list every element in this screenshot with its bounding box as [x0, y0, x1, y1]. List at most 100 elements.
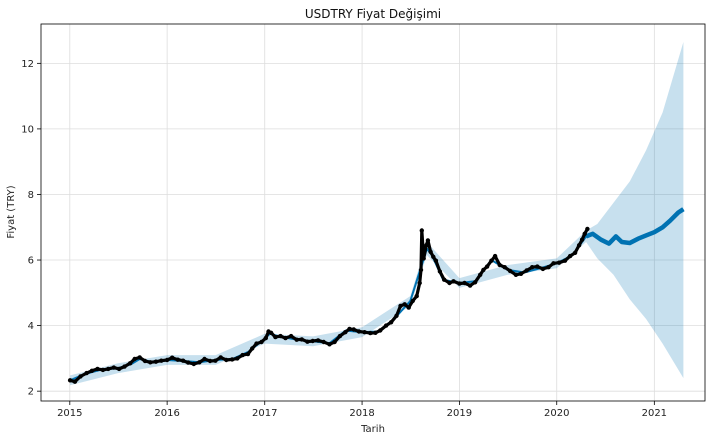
actual-point: [394, 313, 399, 318]
actual-point: [310, 338, 315, 344]
actual-point: [489, 258, 494, 263]
actual-point: [535, 264, 540, 269]
actual-point: [175, 357, 180, 362]
actual-point: [551, 261, 556, 266]
x-axis: 2015 2016 2017 2018 2019 2020 2021: [57, 401, 667, 419]
actual-point: [421, 256, 426, 261]
x-tick-label: 2021: [642, 408, 667, 419]
actual-point: [556, 260, 562, 265]
actual-point: [467, 283, 473, 288]
actual-point: [373, 330, 378, 335]
actual-point: [478, 272, 483, 277]
actual-point: [224, 357, 229, 363]
y-tick-label: 12: [21, 59, 34, 70]
actual-point: [585, 226, 590, 232]
plot-background: [41, 24, 705, 401]
actual-point: [245, 351, 251, 357]
actual-point: [472, 280, 478, 285]
actual-point: [424, 243, 429, 248]
actual-point: [116, 366, 122, 372]
actual-point: [419, 228, 424, 233]
actual-point: [524, 268, 529, 273]
y-tick-label: 8: [28, 190, 34, 201]
actual-point: [89, 368, 95, 373]
actual-point: [481, 267, 486, 273]
x-tick-label: 2019: [447, 408, 472, 419]
actual-point: [398, 303, 403, 309]
actual-point: [462, 280, 467, 286]
actual-point: [164, 357, 170, 363]
actual-point: [437, 269, 443, 274]
y-tick-label: 4: [28, 321, 34, 332]
actual-point: [278, 333, 283, 339]
actual-point: [235, 356, 240, 361]
actual-point: [142, 358, 148, 364]
actual-point: [428, 249, 433, 254]
actual-point: [294, 337, 299, 342]
actual-point: [431, 254, 436, 259]
plot-frame: [40, 23, 706, 402]
actual-point: [418, 267, 424, 273]
plot-area: [40, 23, 706, 402]
actual-point: [447, 280, 452, 286]
actual-point: [351, 327, 356, 332]
actual-point: [159, 358, 164, 363]
actual-point: [84, 370, 89, 376]
actual-point: [343, 330, 348, 335]
actual-point: [368, 330, 373, 336]
y-axis-label: Fiyat (TRY): [6, 185, 17, 238]
actual-point: [254, 341, 259, 346]
actual-point: [72, 379, 78, 384]
actual-point: [518, 271, 524, 276]
actual-point: [388, 320, 394, 325]
grid: [41, 24, 705, 401]
actual-point: [579, 237, 585, 242]
actual-point: [414, 293, 419, 299]
y-axis: 2 4 6 8 10 12: [21, 59, 41, 398]
actual-point: [67, 378, 73, 383]
actual-point: [100, 367, 106, 373]
actual-point: [383, 323, 389, 328]
actual-point: [513, 272, 519, 277]
actual-point: [321, 339, 326, 345]
actual-point: [180, 358, 186, 363]
actual-point: [356, 329, 362, 334]
actual-point: [153, 359, 159, 364]
actual-point: [567, 253, 573, 259]
x-tick-label: 2016: [154, 408, 179, 419]
actual-point: [347, 326, 352, 332]
actual-point: [250, 346, 255, 351]
x-tick-label: 2020: [544, 408, 569, 419]
actual-point: [332, 339, 337, 345]
actual-point: [492, 253, 498, 259]
actual-point: [576, 243, 582, 248]
actual-point: [502, 265, 507, 270]
actual-point: [402, 302, 407, 307]
actual-point: [111, 365, 117, 370]
actual-point: [137, 355, 142, 360]
actual-point: [425, 238, 431, 243]
actual-point: [186, 360, 191, 365]
actual-point: [562, 258, 568, 263]
actual-point: [127, 361, 133, 366]
actual-point: [507, 268, 513, 274]
y-tick-label: 2: [28, 387, 34, 398]
actual-point: [213, 358, 218, 363]
actual-point: [530, 265, 535, 270]
actual-point: [582, 231, 587, 236]
actual-point: [484, 264, 490, 269]
actual-point: [95, 366, 100, 372]
actual-point: [451, 279, 456, 284]
y-tick-label: 10: [21, 124, 34, 135]
actual-point: [299, 337, 304, 342]
actual-point: [259, 339, 264, 345]
actual-point: [337, 333, 343, 339]
actual-point: [433, 258, 439, 263]
actual-point: [540, 266, 546, 272]
actual-point: [457, 281, 462, 286]
actual-point: [207, 358, 213, 364]
actual-point: [148, 360, 153, 365]
x-tick-label: 2015: [57, 408, 82, 419]
actual-point: [78, 374, 83, 379]
